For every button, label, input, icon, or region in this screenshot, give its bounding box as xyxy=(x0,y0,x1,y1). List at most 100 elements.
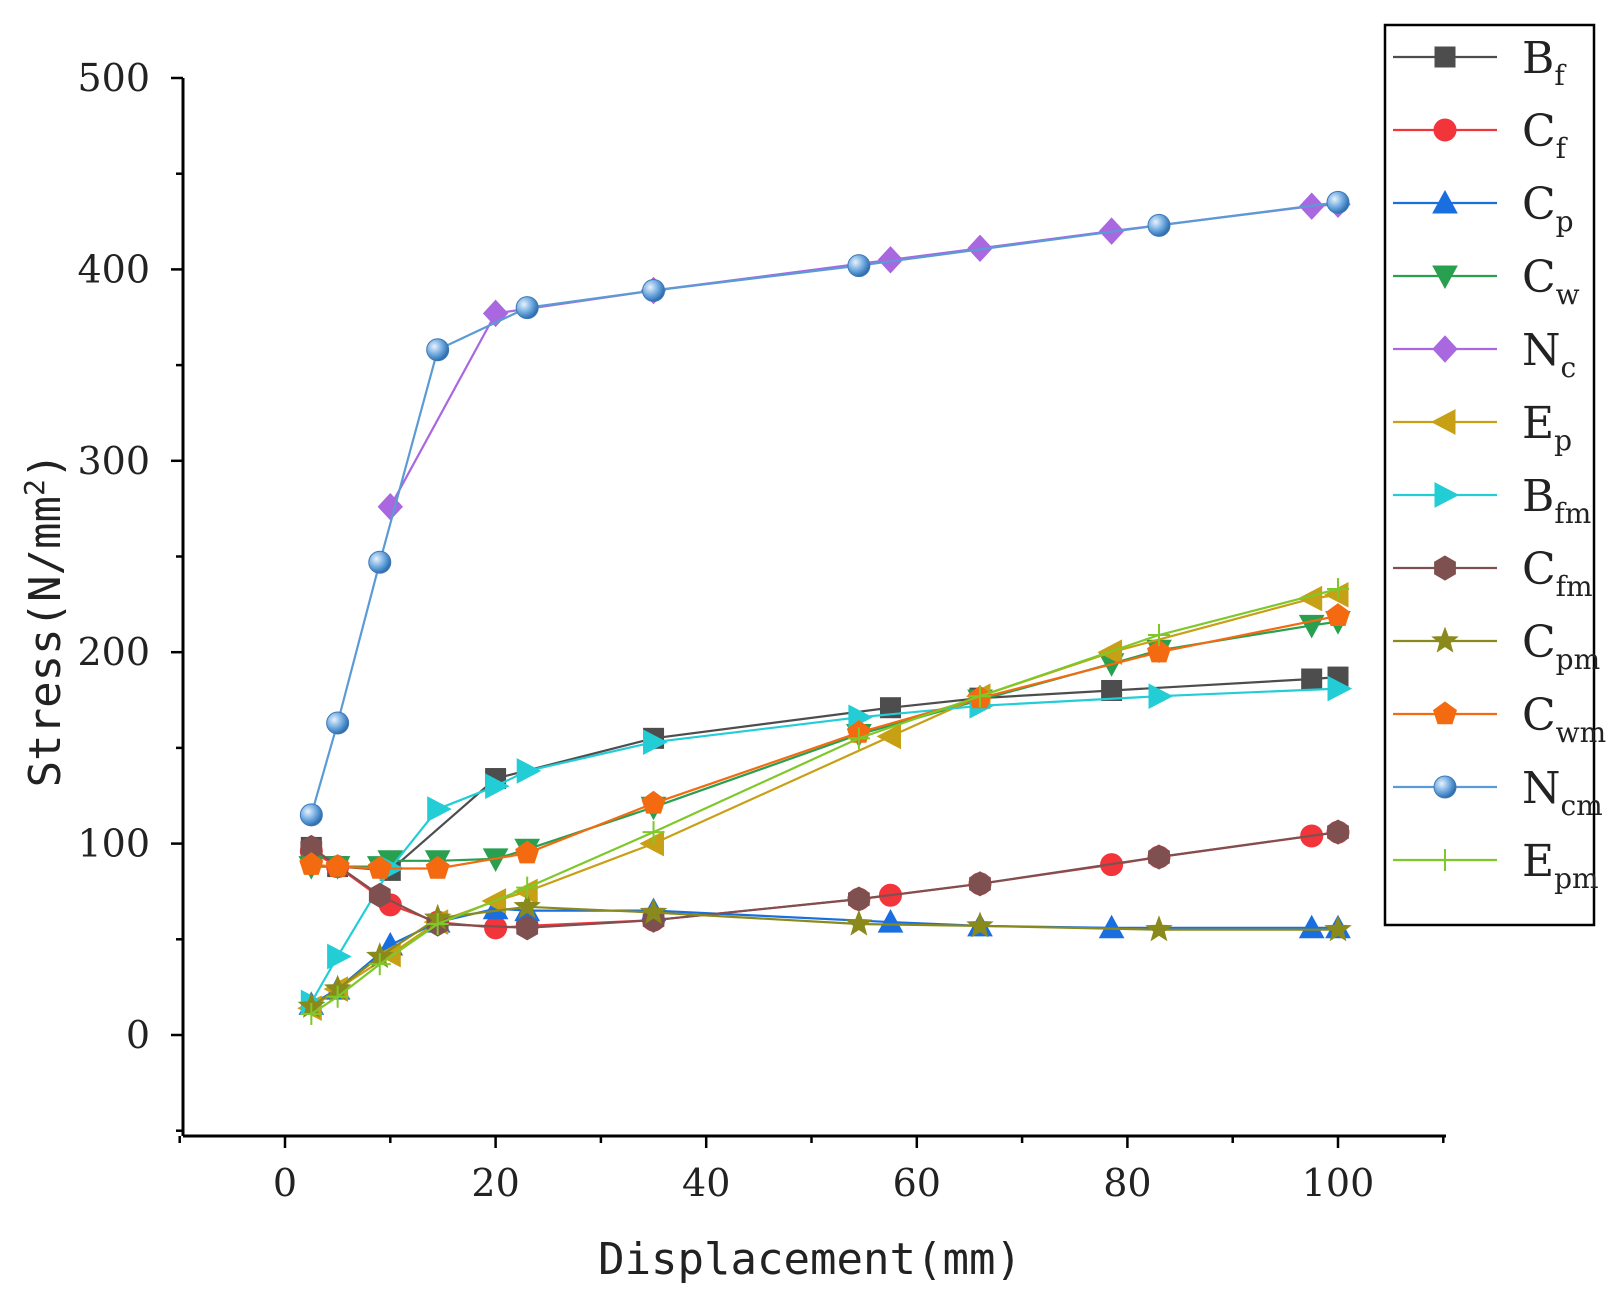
data-point-c-wm xyxy=(325,853,350,877)
legend-marker xyxy=(1433,775,1457,799)
series-line-e-pm xyxy=(310,587,1339,1015)
x-tick-label: 60 xyxy=(893,1161,941,1205)
data-point-b-fm xyxy=(485,773,510,800)
data-point-c-fm xyxy=(969,871,991,897)
data-point-c-fm xyxy=(516,915,539,941)
data-point-c-pm xyxy=(1145,915,1173,942)
y-tick-label: 0 xyxy=(126,1013,150,1057)
series-line-c-wm xyxy=(311,614,1339,870)
series-c-wm xyxy=(299,603,1350,879)
data-point-c-wm xyxy=(1326,603,1350,626)
data-point-e-pm xyxy=(847,727,870,750)
legend-box xyxy=(1383,23,1596,927)
legend-marker xyxy=(1434,849,1456,871)
y-tick-label: 300 xyxy=(77,439,150,483)
data-point-c-pm xyxy=(845,909,873,936)
legend-label: Cwm xyxy=(1522,690,1606,749)
data-point-n-cm xyxy=(368,550,392,574)
legend-label: Cp xyxy=(1522,179,1574,238)
series-b-f xyxy=(300,666,1349,881)
series-line-n-cm xyxy=(310,201,1339,816)
legend-marker xyxy=(1433,118,1457,142)
legend-marker xyxy=(1434,555,1456,581)
legend-label: Cfm xyxy=(1522,544,1593,603)
data-point-c-wm xyxy=(641,790,666,814)
plot-area xyxy=(297,190,1353,1025)
data-point-n-cm xyxy=(847,254,871,278)
x-tick-label: 0 xyxy=(273,1161,297,1205)
data-point-e-pm xyxy=(426,912,449,935)
legend-item-c-w: Cw xyxy=(1393,252,1580,311)
series-line-e-p xyxy=(310,593,1339,1010)
legend-marker xyxy=(1433,701,1457,725)
data-point-e-pm xyxy=(368,953,391,976)
data-point-b-fm xyxy=(427,796,452,822)
data-point-c-wm xyxy=(367,855,392,879)
data-point-b-f xyxy=(879,697,901,719)
legend-item-b-fm: Bfm xyxy=(1393,471,1591,530)
data-point-e-p xyxy=(876,723,901,750)
series-b-fm xyxy=(300,675,1353,1016)
y-tick-label: 100 xyxy=(77,822,150,866)
data-point-e-pm xyxy=(1147,623,1170,646)
y-tick-label: 200 xyxy=(77,630,150,674)
series-line-n-c xyxy=(389,203,1339,508)
data-point-n-c xyxy=(377,492,403,521)
data-point-n-cm xyxy=(326,711,350,735)
data-point-e-p xyxy=(1297,585,1323,612)
legend-label: Nc xyxy=(1522,325,1576,384)
x-tick-label: 100 xyxy=(1302,1161,1375,1205)
legend-marker xyxy=(1432,335,1458,363)
legend-item-c-f: Cf xyxy=(1393,106,1569,165)
x-tick-label: 80 xyxy=(1103,1161,1151,1205)
data-point-e-pm xyxy=(326,985,349,1008)
data-point-b-f xyxy=(1101,679,1123,701)
data-point-b-fm xyxy=(643,729,668,756)
data-point-c-pm xyxy=(639,898,668,925)
data-point-e-p xyxy=(1323,581,1349,608)
data-point-n-cm xyxy=(299,803,323,827)
legend-item-c-wm: Cwm xyxy=(1393,690,1606,749)
y-tick-label: 400 xyxy=(77,247,150,291)
data-point-c-p xyxy=(1298,914,1325,939)
data-point-b-f xyxy=(1301,668,1323,690)
data-point-c-wm xyxy=(515,840,540,864)
legend-item-n-cm: Ncm xyxy=(1393,763,1603,822)
data-point-c-pm xyxy=(966,911,994,938)
legend-label: Cf xyxy=(1522,106,1569,165)
axes: 0 20 40 60 80 100 0 100 200 300 400 500 xyxy=(77,56,1446,1205)
legend-item-b-f: Bf xyxy=(1393,33,1567,92)
data-point-e-pm xyxy=(968,685,991,708)
series-e-pm xyxy=(300,578,1349,1025)
legend-label: Epm xyxy=(1522,836,1599,895)
series-n-cm xyxy=(299,190,1350,827)
data-point-n-cm xyxy=(426,338,450,362)
legend-item-c-pm: Cpm xyxy=(1393,617,1600,676)
data-point-c-wm xyxy=(1147,639,1171,663)
data-point-e-pm xyxy=(1327,578,1349,601)
legend-label: Ep xyxy=(1522,398,1572,457)
legend-item-c-p: Cp xyxy=(1393,179,1574,238)
data-point-c-wm xyxy=(425,855,450,879)
data-point-e-pm xyxy=(516,876,539,899)
data-point-e-pm xyxy=(300,1002,323,1025)
data-point-e-pm xyxy=(642,821,665,844)
y-axis-title: Stress(N/mm2) xyxy=(18,453,71,788)
data-point-b-fm xyxy=(516,758,542,784)
series-line-b-fm xyxy=(310,687,1339,1004)
data-point-n-cm xyxy=(515,296,539,320)
data-point-n-c xyxy=(877,246,904,274)
legend-marker xyxy=(1431,626,1459,653)
y-tick-label: 500 xyxy=(77,56,150,100)
legend-item-n-c: Nc xyxy=(1393,325,1576,384)
legend-item-e-p: Ep xyxy=(1393,398,1572,457)
legend-marker xyxy=(1432,265,1458,290)
legend-marker xyxy=(1434,46,1456,68)
series-c-fm xyxy=(300,819,1349,941)
data-point-n-cm xyxy=(642,278,666,302)
data-point-c-fm xyxy=(1148,844,1170,870)
legend-item-c-fm: Cfm xyxy=(1393,544,1593,603)
legend-label: Bfm xyxy=(1522,471,1591,530)
legend-marker xyxy=(1430,409,1456,435)
